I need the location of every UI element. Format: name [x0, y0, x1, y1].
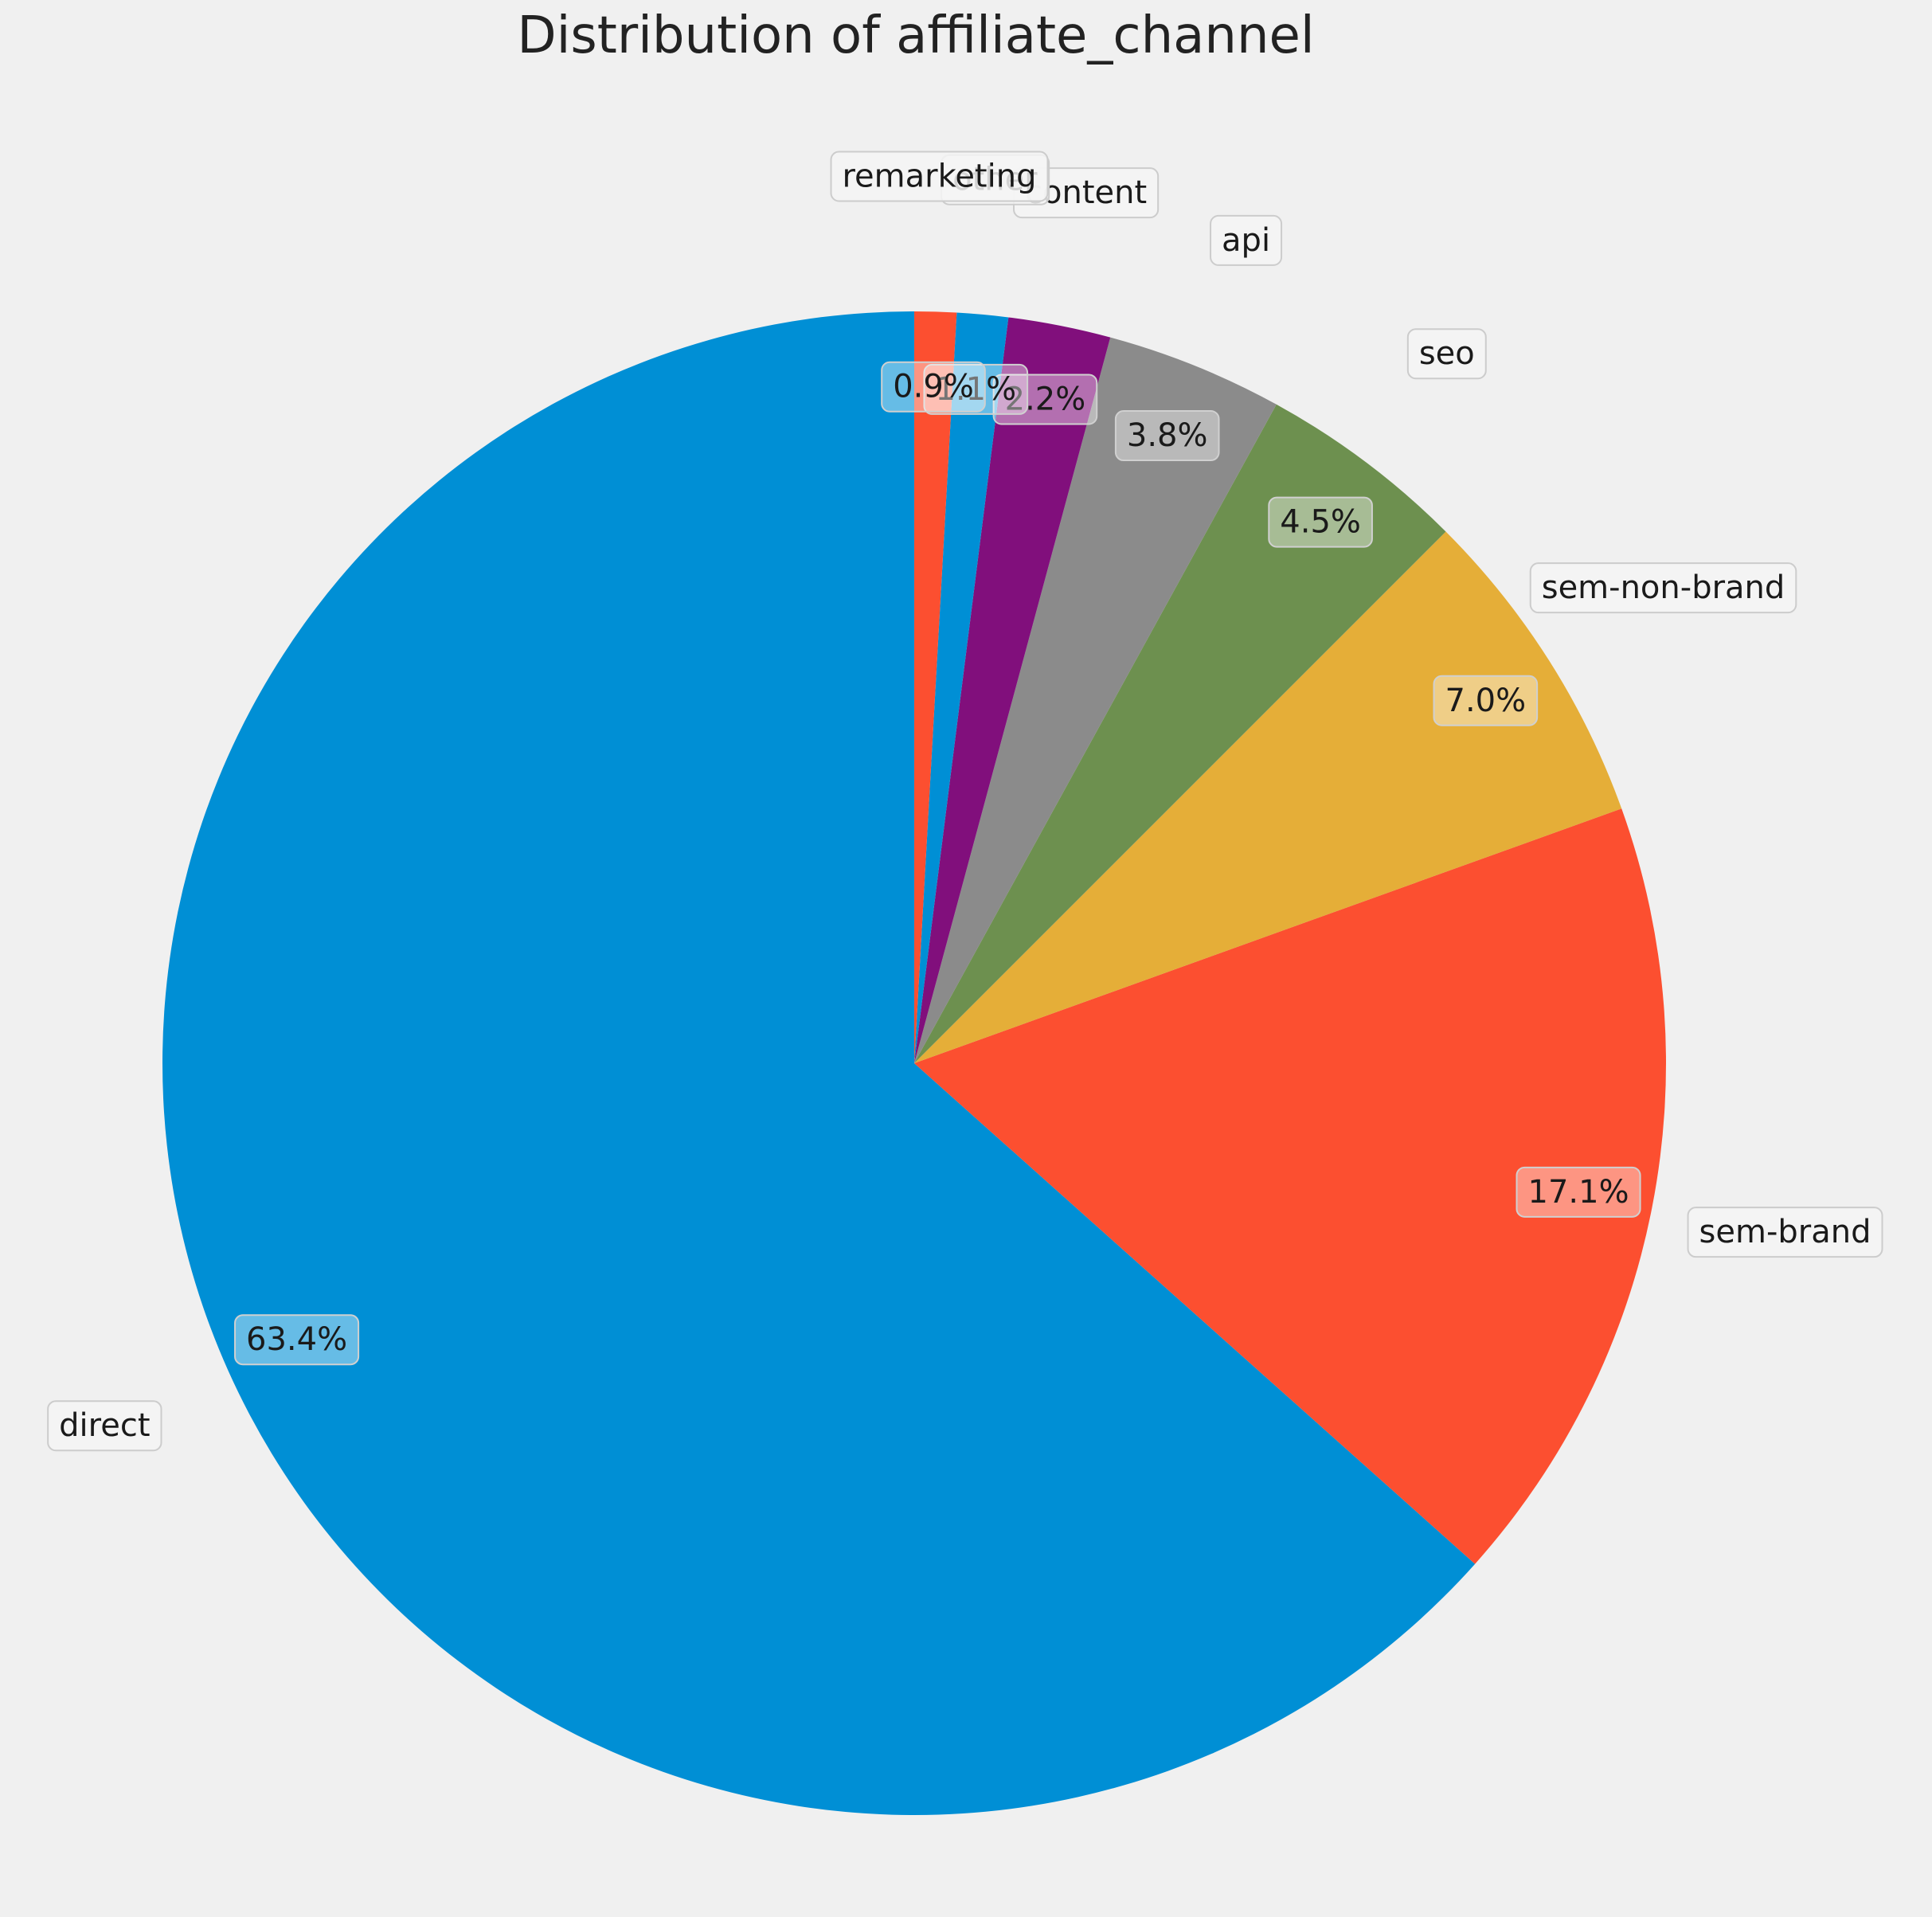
- slice-content: [914, 317, 1111, 1063]
- slice-other: [914, 312, 1009, 1064]
- category-label-seo: seo: [1406, 328, 1487, 380]
- pct-label-direct-text: 63.4%: [246, 1321, 347, 1358]
- pct-label-remarketing: 0.9%: [881, 361, 986, 413]
- category-label-remarketing: remarketing: [830, 151, 1049, 202]
- pct-label-sem-non-brand-text: 7.0%: [1445, 683, 1527, 719]
- pct-label-other-text: 1.1%: [935, 371, 1016, 408]
- pct-label-api-box: [1114, 410, 1220, 462]
- pct-label-sem-brand: 17.1%: [1515, 1166, 1641, 1218]
- pct-label-remarketing-text: 0.9%: [893, 369, 974, 405]
- slice-remarketing: [914, 311, 957, 1063]
- slice-api: [914, 337, 1277, 1064]
- pct-label-api: 3.8%: [1114, 410, 1220, 462]
- category-label-api-box: [1210, 214, 1283, 266]
- category-label-sem-non-brand-box: [1529, 562, 1797, 614]
- pct-label-seo: 4.5%: [1268, 496, 1373, 548]
- category-label-direct-box: [47, 1400, 162, 1452]
- pct-label-other-box: [923, 363, 1029, 415]
- slice-direct: [162, 311, 1476, 1815]
- pct-label-sem-brand-text: 17.1%: [1528, 1174, 1629, 1211]
- pct-label-content-text: 2.2%: [1005, 381, 1086, 417]
- category-label-sem-brand-box: [1687, 1207, 1883, 1258]
- pie-labels: 63.4% direct 17.1% sem-brand 7.0% sem-non-bra…: [47, 151, 1883, 1452]
- category-label-content: content: [1013, 167, 1160, 219]
- category-label-sem-non-brand: sem-non-brand: [1529, 562, 1797, 614]
- category-label-sem-non-brand-text: sem-non-brand: [1542, 569, 1785, 606]
- pct-label-content-box: [992, 374, 1098, 425]
- category-label-direct-text: direct: [59, 1407, 150, 1444]
- pct-label-remarketing-box: [881, 361, 986, 413]
- pct-label-seo-box: [1268, 496, 1373, 548]
- category-label-remarketing-box: [830, 151, 1049, 202]
- pct-label-sem-brand-box: [1515, 1166, 1641, 1218]
- pct-label-sem-non-brand: 7.0%: [1433, 675, 1539, 726]
- category-label-api: api: [1210, 214, 1283, 266]
- category-label-sem-brand: sem-brand: [1687, 1207, 1883, 1258]
- pct-label-seo-text: 4.5%: [1280, 504, 1361, 541]
- slice-seo: [914, 404, 1446, 1063]
- category-label-seo-box: [1406, 328, 1487, 380]
- category-label-sem-brand-text: sem-brand: [1699, 1214, 1871, 1250]
- pct-label-other: 1.1%: [923, 363, 1029, 415]
- pct-label-api-text: 3.8%: [1127, 417, 1208, 454]
- category-label-remarketing-text: remarketing: [842, 158, 1036, 195]
- category-label-api-text: api: [1222, 222, 1270, 259]
- pct-label-direct-box: [234, 1314, 360, 1366]
- chart-title: Distribution of affiliate_channel: [517, 6, 1315, 65]
- pie-slices: [162, 311, 1666, 1815]
- category-label-direct: direct: [47, 1400, 162, 1452]
- slice-sem-brand: [914, 808, 1666, 1564]
- pct-label-content: 2.2%: [992, 374, 1098, 425]
- pct-label-direct: 63.4%: [234, 1314, 360, 1366]
- pct-label-sem-non-brand-box: [1433, 675, 1539, 726]
- slice-sem-non-brand: [914, 531, 1622, 1063]
- category-label-seo-text: seo: [1419, 335, 1475, 372]
